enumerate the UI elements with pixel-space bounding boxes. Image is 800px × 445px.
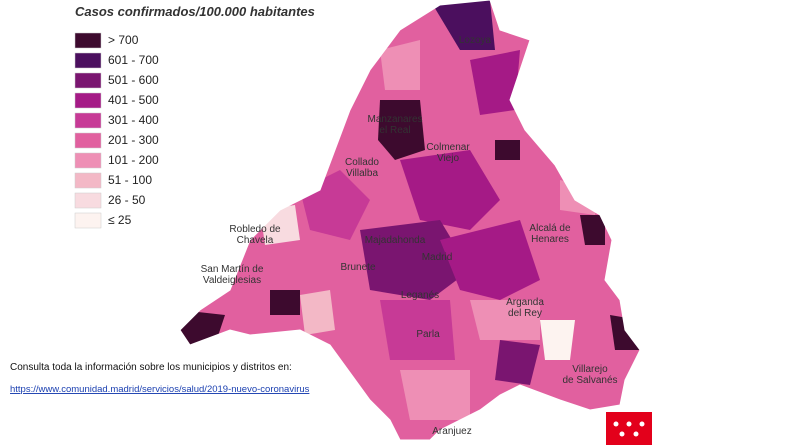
place-label: del Rey <box>508 308 542 319</box>
place-label: Brunete <box>340 262 375 273</box>
place-label: Majadahonda <box>365 235 426 246</box>
legend-label: 26 - 50 <box>108 193 146 207</box>
place-label: Manzanares <box>367 114 422 125</box>
place-label: Chavela <box>237 235 274 246</box>
footer-text: Consulta toda la información sobre los m… <box>10 362 292 373</box>
legend-swatch <box>74 52 102 69</box>
legend-swatch <box>74 212 102 229</box>
region-outline <box>179 0 641 441</box>
place-label: Collado <box>345 157 379 168</box>
place-label: de Salvanés <box>562 375 617 386</box>
subtitle: Casos confirmados/100.000 habitantes <box>75 4 315 19</box>
place-label: Robledo de <box>229 224 281 235</box>
footer-link[interactable]: https://www.comunidad.madrid/servicios/s… <box>10 384 310 395</box>
place-label: Madrid <box>422 252 453 263</box>
place-label: el Real <box>379 125 410 136</box>
logo <box>606 412 652 445</box>
legend-swatch <box>74 152 102 169</box>
legend-label: 501 - 600 <box>108 73 159 87</box>
legend: > 700 601 - 700 501 - 600 401 - 500 301 - 40… <box>74 32 159 229</box>
legend-label: 601 - 700 <box>108 53 159 67</box>
legend-label: > 700 <box>108 33 139 47</box>
place-label: Valdeiglesias <box>203 275 261 286</box>
place-label: Arganda <box>506 297 544 308</box>
legend-label: 51 - 100 <box>108 173 152 187</box>
place-label: Villalba <box>346 168 378 179</box>
place-label: Colmenar <box>426 142 470 153</box>
place-label: Viejo <box>437 153 459 164</box>
place-label: San Martín de <box>201 264 264 275</box>
place-label: Alcalá de <box>529 223 571 234</box>
legend-swatch <box>74 72 102 89</box>
place-label: Parla <box>416 329 440 340</box>
place-label: Leganés <box>401 290 439 301</box>
legend-swatch <box>74 192 102 209</box>
place-label: Villarejo <box>572 364 608 375</box>
legend-swatch <box>74 32 102 49</box>
legend-label: 101 - 200 <box>108 153 159 167</box>
place-label: Aranjuez <box>432 426 471 437</box>
legend-label: 301 - 400 <box>108 113 159 127</box>
legend-swatch <box>74 112 102 129</box>
legend-label: 401 - 500 <box>108 93 159 107</box>
legend-swatch <box>74 92 102 109</box>
place-label: Lozoya <box>459 35 492 46</box>
legend-label: 201 - 300 <box>108 133 159 147</box>
place-label: Henares <box>531 234 569 245</box>
legend-swatch <box>74 132 102 149</box>
legend-label: ≤ 25 <box>108 213 132 227</box>
legend-swatch <box>74 172 102 189</box>
